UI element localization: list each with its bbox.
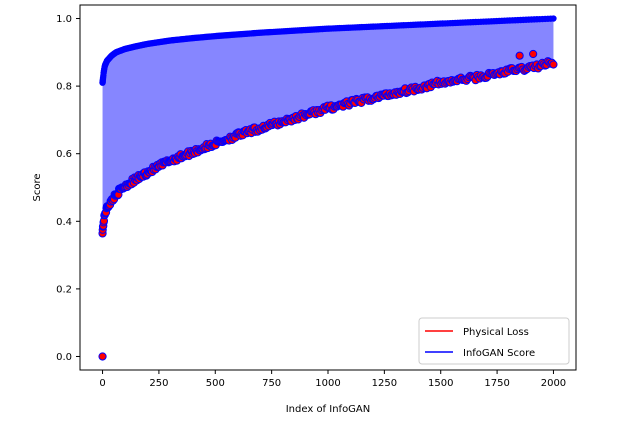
legend-label-physical-loss: Physical Loss [463, 327, 529, 338]
y-tick-label: 1.0 [56, 14, 72, 25]
x-tick-label: 250 [149, 378, 168, 389]
y-tick-label: 0.6 [56, 149, 72, 160]
y-tick-label: 0.0 [56, 352, 72, 363]
x-tick-label: 500 [206, 378, 225, 389]
series-infogan-score [99, 15, 557, 86]
x-tick-label: 2000 [541, 378, 566, 389]
physical-loss-point [549, 60, 558, 69]
x-tick-label: 1750 [484, 378, 509, 389]
x-tick-label: 1000 [315, 378, 340, 389]
x-axis-label: Index of InfoGAN [286, 404, 371, 415]
y-tick-label: 0.4 [56, 217, 72, 228]
physical-loss-outlier [515, 51, 524, 60]
legend-box [418, 317, 570, 365]
legend-label-infogan-score: InfoGAN Score [463, 348, 535, 359]
y-tick-label: 0.2 [56, 284, 72, 295]
physical-loss-outlier [98, 352, 107, 361]
fill-between-area [102, 18, 554, 232]
x-tick-label: 0 [99, 378, 105, 389]
y-tick-label: 0.8 [56, 82, 72, 93]
infogan-score-point [550, 15, 557, 22]
physical-loss-outlier [529, 49, 538, 59]
x-tick-label: 750 [262, 378, 281, 389]
legend: Physical Loss InfoGAN Score [418, 317, 570, 365]
x-tick-label: 1500 [428, 378, 453, 389]
series-physical-loss [98, 49, 558, 361]
x-tick-label: 1250 [372, 378, 397, 389]
y-axis-label: Score [32, 173, 43, 201]
